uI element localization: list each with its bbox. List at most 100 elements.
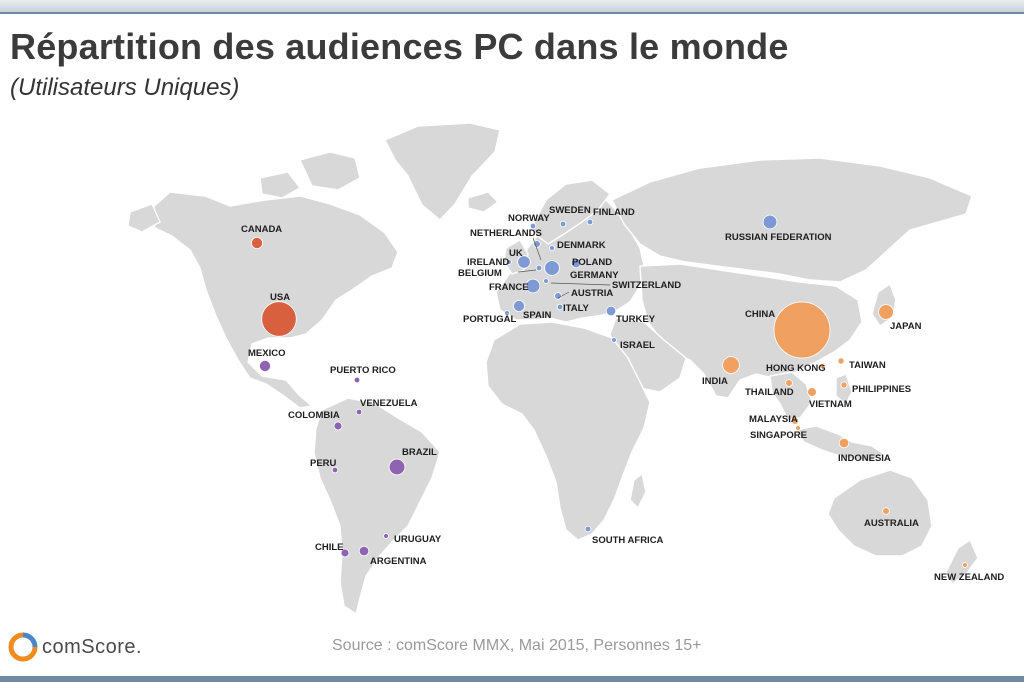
bubble-new-zealand [962,562,968,568]
bubble-uk [517,255,531,269]
label-spain: SPAIN [523,310,551,321]
label-uk: UK [509,248,523,259]
leader-netherlands [532,237,542,261]
bubble-peru [331,466,339,474]
label-hong-kong: HONG KONG [766,363,826,374]
australia-shape [827,469,933,557]
bubble-uruguay [383,533,389,539]
label-poland: POLAND [572,257,612,268]
bubble-usa [261,301,297,337]
comscore-logo-icon [8,632,38,662]
philippines-shape [835,373,853,405]
africa-shape [485,321,651,541]
label-new-zealand: NEW ZEALAND [934,572,1004,583]
bubble-turkey [605,305,617,317]
slide-top-bar [0,0,1024,14]
label-thailand: THAILAND [745,387,794,398]
label-switzerland: SWITZERLAND [612,280,681,291]
comscore-logo-text: comScore. [42,636,143,658]
label-italy: ITALY [563,303,590,314]
bubble-layer [250,214,968,568]
chart-title: Répartition des audiences PC dans le mon… [10,26,789,67]
label-portugal: PORTUGAL [463,314,517,325]
label-finland: FINLAND [593,207,635,218]
arctic-islands-shape [299,151,361,191]
bubble-denmark [549,245,555,251]
bubble-taiwan [837,357,845,365]
bubble-austria [554,292,562,300]
label-mexico: MEXICO [248,348,285,359]
label-israel: ISRAEL [620,340,655,351]
label-australia: AUSTRALIA [864,518,919,529]
label-philippines: PHILIPPINES [852,384,911,395]
label-russian-federation: RUSSIAN FEDERATION [725,232,832,243]
label-japan: JAPAN [890,321,922,332]
label-usa: USA [270,292,290,303]
label-germany: GERMANY [570,270,619,281]
leader-switzerland [550,282,611,286]
greenland-shape [384,122,501,221]
label-denmark: DENMARK [557,240,606,251]
bubble-norway [529,222,537,230]
southeast-asia-shape [769,371,813,421]
bubble-netherlands [533,240,541,248]
bubble-venezuela [355,408,363,416]
bubble-argentina [358,545,370,557]
label-peru: PERU [310,458,337,469]
bubble-india [722,356,740,374]
bubble-germany [544,260,560,276]
bubble-brazil [388,458,406,476]
scandinavia-shape [529,179,611,245]
label-india: INDIA [702,376,728,387]
bubble-spain [513,299,526,312]
iceland-shape [467,191,499,213]
bubble-canada [250,236,263,249]
label-indonesia: INDONESIA [838,453,891,464]
bubble-chile [340,548,350,558]
label-malaysia: MALAYSIA [749,414,798,425]
country-labels: CANADA USA MEXICO PUERTO RICO VENEZUELA COLOM… [241,205,1004,583]
label-brazil: BRAZIL [402,447,437,458]
label-sweden: SWEDEN [549,205,591,216]
bubble-australia [882,507,890,515]
bubble-hong-kong [819,363,825,369]
north-america-shape [149,191,399,409]
arctic-islands-shape-2 [259,171,301,199]
bubble-south-africa [584,525,592,533]
label-uruguay: URUGUAY [394,534,442,545]
bubble-singapore [795,425,801,431]
russia-shape [611,157,973,283]
alaska-shape [127,203,161,233]
label-chile: CHILE [315,542,344,553]
label-belgium: BELGIUM [458,268,502,279]
bubble-belgium [535,264,543,272]
label-south-africa: SOUTH AFRICA [592,535,664,546]
bubble-france [525,278,541,294]
label-colombia: COLOMBIA [288,410,340,421]
bubble-mexico [258,359,271,372]
bubble-ireland [506,259,512,265]
madagascar-shape [629,473,647,509]
label-turkey: TURKEY [616,314,656,325]
label-canada: CANADA [241,224,282,235]
label-singapore: SINGAPORE [750,430,807,441]
bubble-italy [556,303,564,311]
label-taiwan: TAIWAN [849,360,886,371]
bubble-puerto-rico [353,376,361,384]
bubble-switzerland [543,278,549,284]
bubble-malaysia [791,417,799,425]
bubble-colombia [333,421,343,431]
label-france: FRANCE [489,282,529,293]
new-zealand-shape [945,539,979,585]
bubble-poland [570,257,582,269]
label-venezuela: VENEZUELA [360,398,418,409]
label-puerto-rico: PUERTO RICO [330,365,396,376]
source-note: Source : comScore MMX, Mai 2015, Personn… [332,637,702,654]
bubble-indonesia [838,437,850,449]
bubble-thailand [785,379,793,387]
bubble-russian-federation [762,214,778,230]
world-map-land [127,122,979,615]
bubble-israel [611,337,617,343]
label-argentina: ARGENTINA [370,556,427,567]
